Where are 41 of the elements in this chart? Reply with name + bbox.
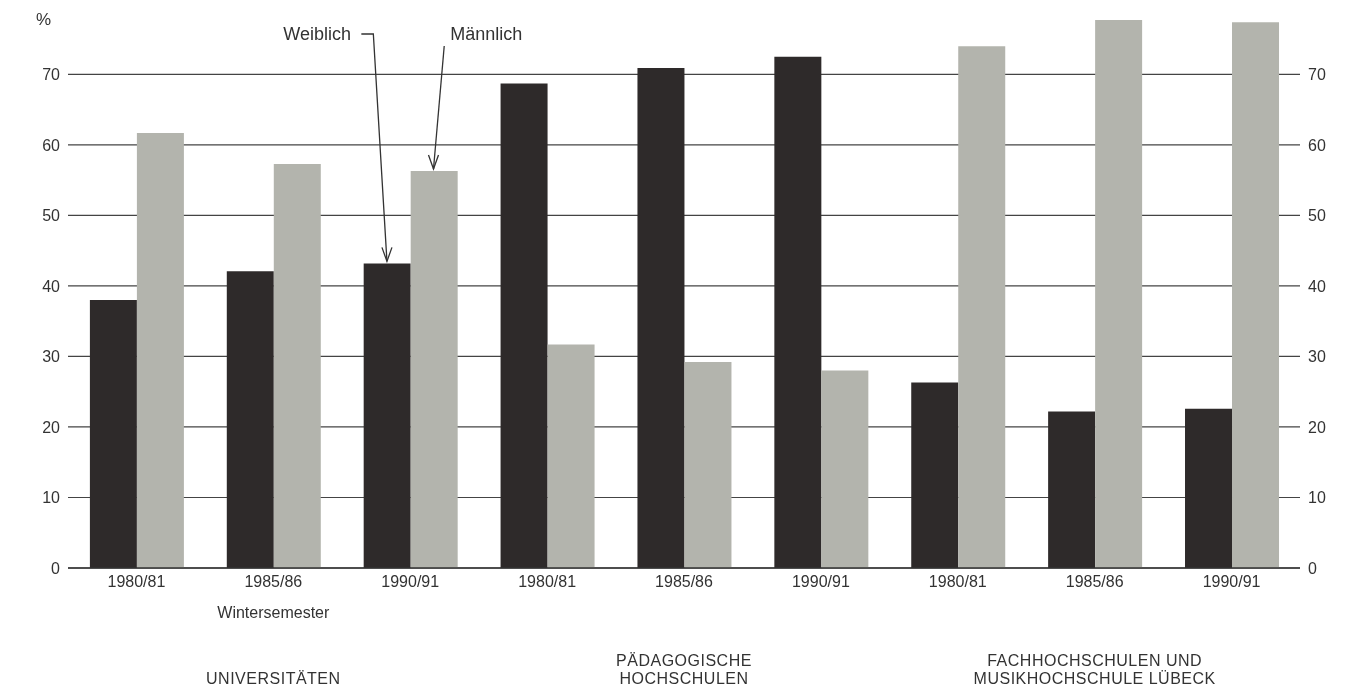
y-tick-label: 10 (42, 489, 61, 507)
bar (1232, 22, 1280, 568)
x-tick-label: 1990/91 (1202, 573, 1261, 591)
text: FACHHOCHSCHULEN UND MUSIKHOCHSCHULE LÜBECK (972, 652, 1217, 688)
bar (547, 344, 595, 568)
bar (821, 370, 869, 568)
bar (1095, 20, 1143, 568)
bar (958, 46, 1006, 568)
bar (410, 171, 458, 568)
y2-tick-label: 30 (1308, 348, 1326, 366)
bar (273, 163, 321, 568)
text: Weiblich (283, 24, 352, 44)
y2-tick-label: 70 (1308, 66, 1326, 84)
y-tick-label: 20 (42, 418, 61, 436)
y2-tick-label: 60 (1308, 136, 1326, 154)
text: Männlich (450, 24, 523, 44)
x-tick-label: 1980/81 (928, 573, 987, 591)
y2-tick-label: 50 (1308, 207, 1326, 225)
x-tick-label: 1985/86 (655, 573, 714, 591)
x-tick-label: 1980/81 (107, 573, 166, 591)
bar (684, 362, 732, 568)
y-tick-label: 40 (42, 277, 61, 295)
text: UNIVERSITÄTEN (206, 670, 341, 688)
y2-tick-label: 20 (1308, 418, 1326, 436)
y-tick-label: 50 (42, 207, 61, 225)
x-tick-label: 1990/91 (791, 573, 850, 591)
y2-tick-label: 10 (1308, 489, 1326, 507)
x-tick-label: 1985/86 (1065, 573, 1124, 591)
y2-tick-label: 0 (1308, 559, 1317, 577)
text: Wintersemester (216, 604, 331, 622)
text: PÄDAGOGISCHE HOCHSCHULEN (615, 652, 753, 688)
y2-tick-label: 40 (1308, 277, 1326, 295)
y-tick-label: 60 (42, 136, 61, 154)
x-tick-label: 1990/91 (381, 573, 440, 591)
x-tick-label: 1985/86 (244, 573, 303, 591)
bar (136, 132, 184, 568)
y-tick-label: 70 (42, 66, 61, 84)
y-tick-label: 30 (42, 348, 61, 366)
y-axis-title: % (36, 10, 52, 30)
y-tick-label: 0 (51, 559, 61, 577)
x-tick-label: 1980/81 (518, 573, 577, 591)
